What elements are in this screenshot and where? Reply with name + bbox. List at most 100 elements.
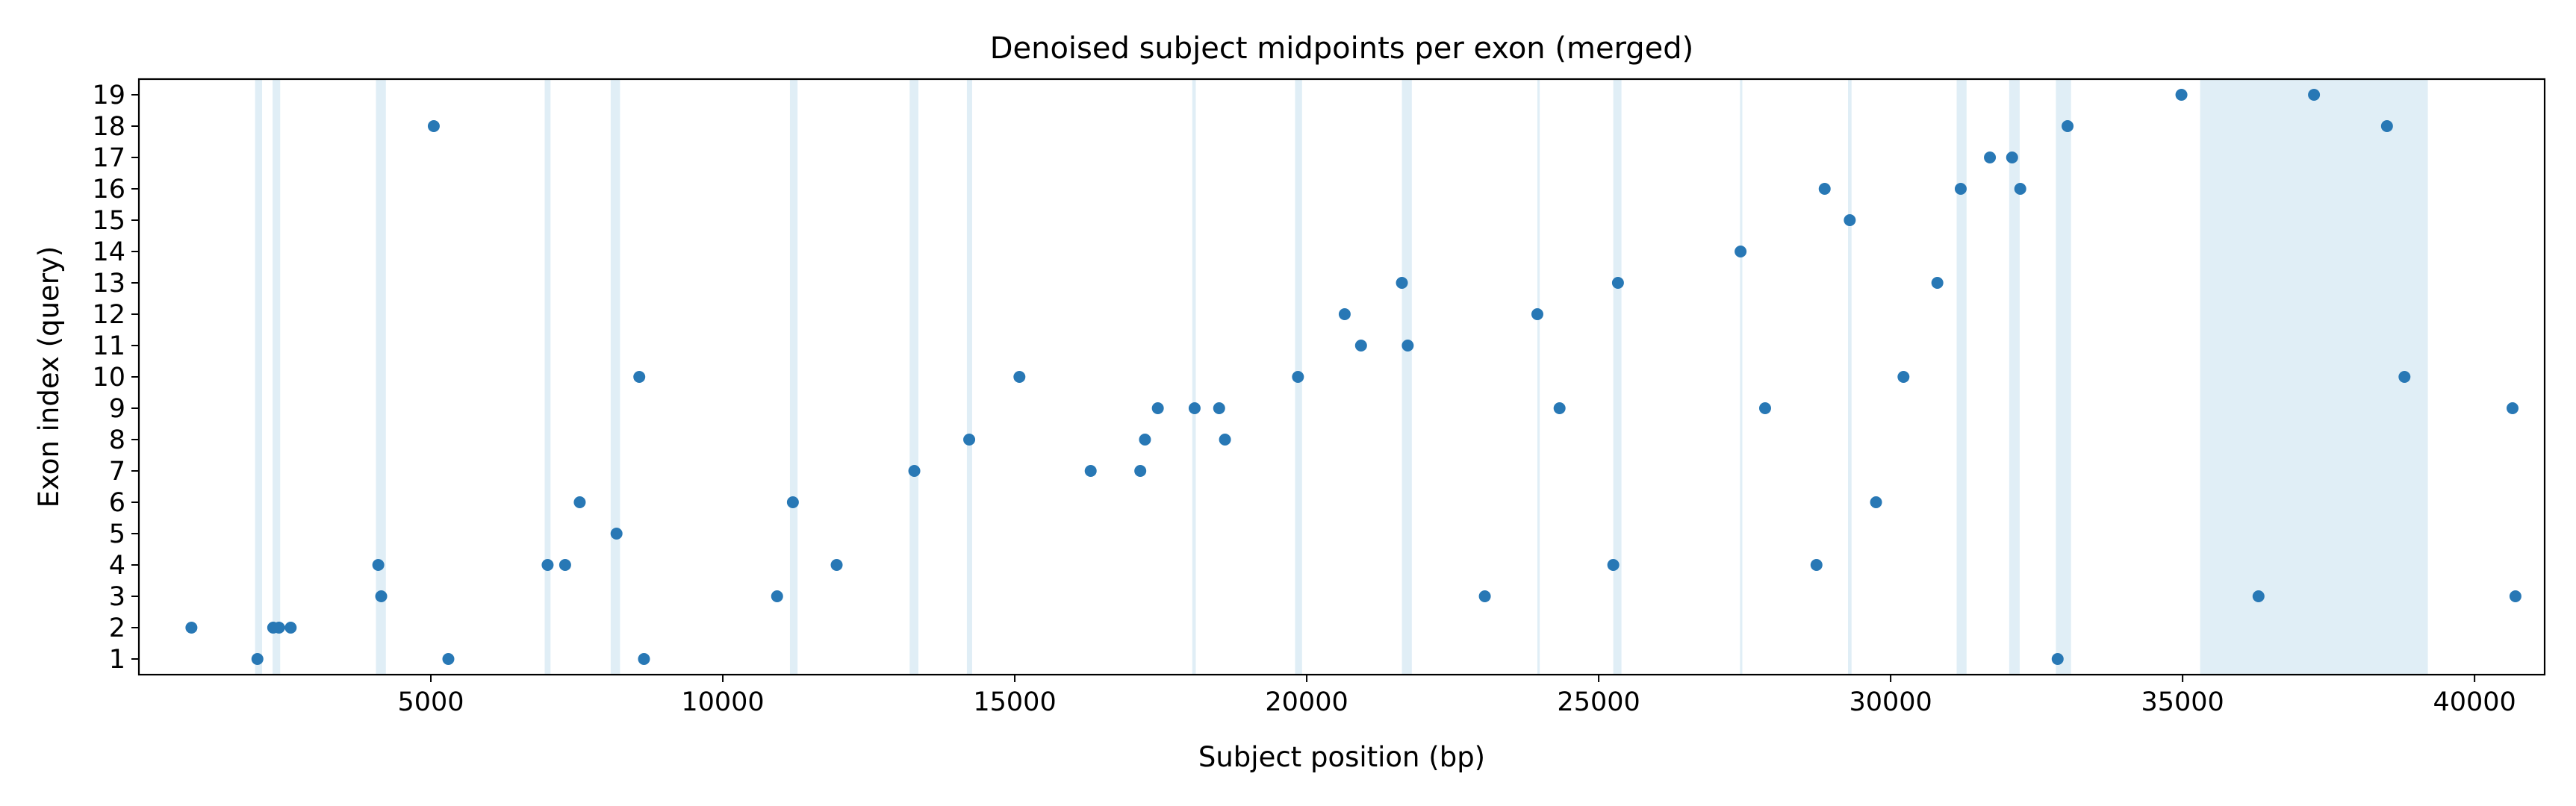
shaded-region xyxy=(909,79,919,675)
data-point xyxy=(284,622,297,634)
x-tick-label: 20000 xyxy=(1265,687,1348,717)
data-point xyxy=(1607,559,1620,571)
data-point xyxy=(1292,371,1304,383)
y-tick-label: 12 xyxy=(92,300,125,330)
shaded-region xyxy=(255,79,263,675)
data-point xyxy=(2051,653,2064,665)
shaded-region xyxy=(1401,79,1412,675)
shaded-region xyxy=(544,79,551,675)
data-point xyxy=(963,434,976,446)
data-point xyxy=(1354,340,1367,352)
data-point xyxy=(1338,308,1351,320)
shaded-regions xyxy=(255,79,2428,675)
x-tick-label: 30000 xyxy=(1849,687,1932,717)
data-point xyxy=(541,559,554,571)
data-point xyxy=(1954,183,1967,195)
x-tick-label: 25000 xyxy=(1557,687,1640,717)
y-tick-label: 4 xyxy=(109,551,125,581)
data-point xyxy=(2380,120,2393,132)
data-point xyxy=(2398,371,2411,383)
chart-title: Denoised subject midpoints per exon (mer… xyxy=(990,31,1694,66)
data-point xyxy=(830,559,843,571)
data-point xyxy=(185,622,198,634)
shaded-region xyxy=(1956,79,1967,675)
y-tick-label: 2 xyxy=(109,613,125,643)
data-point xyxy=(2252,590,2265,602)
x-tick-label: 10000 xyxy=(681,687,764,717)
y-tick-label: 8 xyxy=(109,425,125,455)
y-axis-label: Exon index (query) xyxy=(33,246,65,508)
data-point xyxy=(638,653,650,665)
data-point xyxy=(1611,277,1624,289)
shaded-region xyxy=(2056,79,2071,675)
data-point xyxy=(1401,340,1414,352)
data-point xyxy=(251,653,264,665)
y-tick-label: 9 xyxy=(109,394,125,424)
y-tick-label: 13 xyxy=(92,269,125,299)
shaded-region xyxy=(2200,79,2428,675)
data-point xyxy=(2308,89,2321,101)
data-point xyxy=(1897,371,1910,383)
shaded-region xyxy=(376,79,386,675)
y-tick-label: 19 xyxy=(92,81,125,110)
y-tick-label: 17 xyxy=(92,143,125,173)
data-point xyxy=(1478,590,1491,602)
x-tick-label: 35000 xyxy=(2141,687,2224,717)
data-point xyxy=(1084,465,1097,477)
data-point xyxy=(573,496,586,508)
x-tick-label: 40000 xyxy=(2433,687,2516,717)
data-point xyxy=(372,559,385,571)
x-tick-label: 5000 xyxy=(397,687,464,717)
data-point xyxy=(1213,402,1225,414)
axis-ticks: 5000 10000 15000 20000 25000 30000 35000 40000 1… xyxy=(92,81,2516,717)
data-point xyxy=(1151,402,1164,414)
y-tick-label: 16 xyxy=(92,175,125,204)
y-tick-label: 15 xyxy=(92,206,125,236)
x-tick-label: 15000 xyxy=(973,687,1056,717)
shaded-region xyxy=(273,79,281,675)
data-point xyxy=(2506,402,2519,414)
data-point xyxy=(1188,402,1201,414)
data-point xyxy=(2175,89,2188,101)
data-point xyxy=(1396,277,1408,289)
y-tick-label: 5 xyxy=(109,519,125,549)
shaded-region xyxy=(1192,79,1196,675)
data-point xyxy=(2014,183,2026,195)
shaded-region xyxy=(2009,79,2020,675)
y-tick-label: 18 xyxy=(92,112,125,142)
shaded-region xyxy=(1848,79,1852,675)
shaded-region xyxy=(789,79,798,675)
y-tick-label: 11 xyxy=(92,331,125,361)
shaded-region xyxy=(966,79,972,675)
data-point xyxy=(1758,402,1771,414)
data-point xyxy=(1818,183,1831,195)
data-point xyxy=(2006,151,2018,163)
y-tick-label: 6 xyxy=(109,488,125,518)
y-tick-label: 3 xyxy=(109,582,125,612)
data-point xyxy=(1735,246,1747,257)
shaded-region xyxy=(1613,79,1622,675)
data-point xyxy=(771,590,783,602)
y-tick-label: 10 xyxy=(92,363,125,393)
data-points xyxy=(185,89,2521,665)
data-point xyxy=(610,528,623,540)
data-point xyxy=(786,496,799,508)
x-axis-label: Subject position (bp) xyxy=(1198,741,1485,773)
data-point xyxy=(1531,308,1543,320)
data-point xyxy=(1013,371,1026,383)
data-point xyxy=(427,120,440,132)
plot-frame xyxy=(137,78,2546,676)
data-point xyxy=(633,371,646,383)
data-point xyxy=(1844,214,1856,226)
data-point xyxy=(2509,590,2521,602)
data-point xyxy=(1219,434,1231,446)
data-point xyxy=(1553,402,1566,414)
data-point xyxy=(273,622,285,634)
y-tick-label: 1 xyxy=(109,645,125,675)
data-point xyxy=(1931,277,1944,289)
data-point xyxy=(1139,434,1151,446)
shaded-region xyxy=(610,79,620,675)
data-point xyxy=(375,590,388,602)
